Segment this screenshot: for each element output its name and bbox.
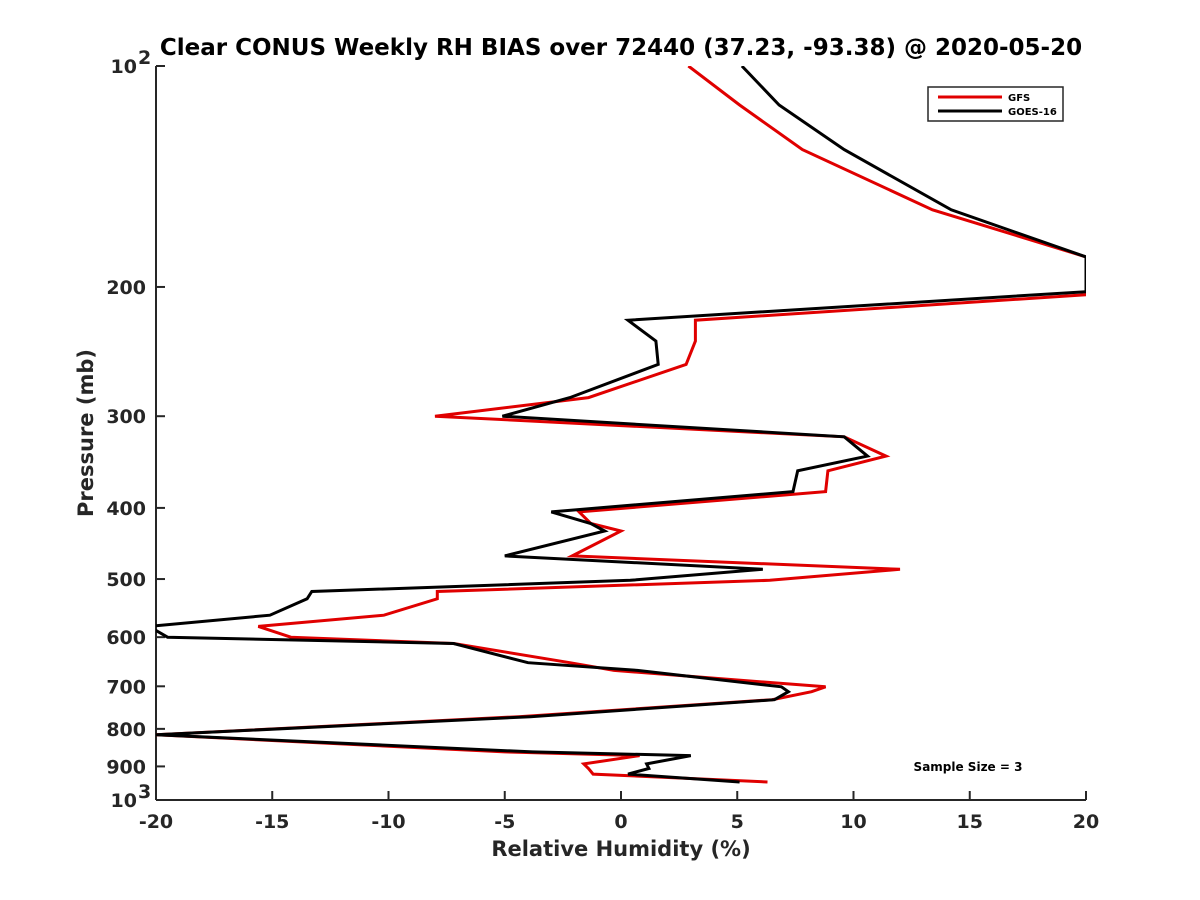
- y-tick-label: 700: [106, 676, 146, 698]
- x-tick-label: -15: [255, 811, 289, 833]
- x-axis-label: Relative Humidity (%): [491, 837, 750, 861]
- x-tick-label: 20: [1073, 811, 1099, 833]
- y-tick-label: 800: [106, 719, 146, 741]
- y-tick-label: 300: [106, 406, 146, 428]
- y-tick-exponent: 2: [138, 47, 151, 69]
- x-tick-label: -20: [139, 811, 173, 833]
- x-tick-label: 10: [840, 811, 866, 833]
- y-tick-label: 500: [106, 569, 146, 591]
- y-tick-exponent: 3: [138, 781, 151, 803]
- legend-box: [927, 86, 1064, 122]
- x-tick-label: -5: [494, 811, 515, 833]
- legend: GFS GOES-16: [927, 86, 1064, 122]
- legend-label: GFS: [1008, 93, 1030, 104]
- chart-title: Clear CONUS Weekly RH BIAS over 72440 (3…: [160, 35, 1082, 61]
- y-tick-label: 900: [106, 756, 146, 778]
- y-tick-label: 200: [106, 277, 146, 299]
- x-tick-label: 15: [957, 811, 983, 833]
- series-group: [156, 66, 1086, 784]
- series-line-goes-16: [156, 66, 1086, 784]
- x-axis: -20 -15 -10 -5 0 5 10 15 20: [139, 791, 1099, 833]
- x-tick-label: -10: [371, 811, 405, 833]
- x-tick-label: 5: [731, 811, 744, 833]
- sample-size-annotation: Sample Size = 3: [914, 760, 1023, 774]
- y-tick-label: 400: [106, 498, 146, 520]
- y-tick-label: 10: [111, 790, 137, 812]
- y-tick-label: 10: [111, 56, 137, 78]
- y-tick-label: 600: [106, 627, 146, 649]
- y-axis-label: Pressure (mb): [74, 349, 98, 517]
- x-tick-label: 0: [614, 811, 627, 833]
- legend-label: GOES-16: [1008, 107, 1057, 118]
